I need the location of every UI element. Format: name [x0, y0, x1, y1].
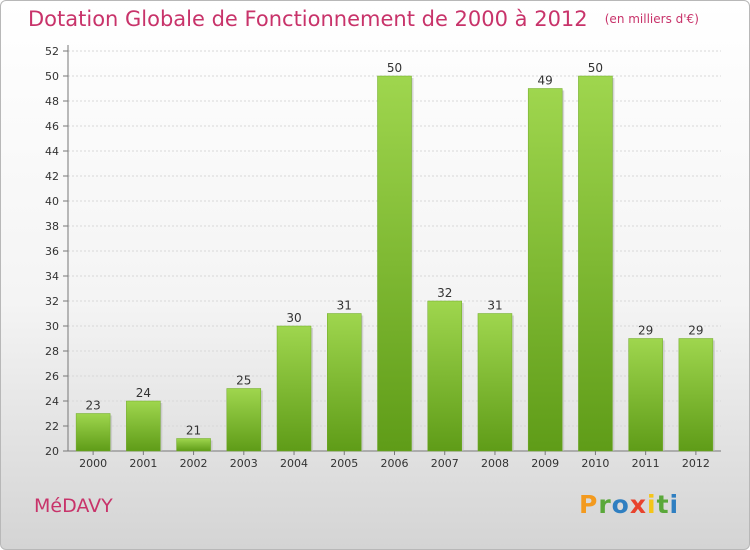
x-tick-label: 2007: [431, 457, 459, 470]
bar-value-label: 32: [437, 286, 452, 300]
chart-subtitle: (en milliers d'€): [604, 12, 699, 26]
bar-value-label: 24: [136, 386, 151, 400]
logo-letter: o: [611, 490, 630, 519]
bar: [678, 338, 714, 452]
bar-value-label: 50: [387, 61, 402, 75]
y-tick-label: 42: [45, 170, 59, 183]
bar: [276, 325, 312, 452]
x-tick-label: 2009: [531, 457, 559, 470]
logo-letter: i: [647, 490, 657, 519]
y-tick-label: 32: [45, 295, 59, 308]
x-tick-label: 2002: [180, 457, 208, 470]
bar: [477, 313, 513, 452]
proxiti-logo: Proxiti: [579, 490, 679, 519]
bar-value-label: 31: [487, 299, 502, 313]
y-tick-label: 28: [45, 345, 59, 358]
y-tick-label: 44: [45, 145, 59, 158]
y-tick-label: 52: [45, 45, 59, 58]
y-tick-label: 36: [45, 245, 59, 258]
bar-value-label: 31: [337, 299, 352, 313]
bar: [75, 413, 111, 452]
bar-value-label: 49: [538, 74, 553, 88]
y-tick-label: 48: [45, 95, 59, 108]
y-tick-label: 40: [45, 195, 59, 208]
bar: [327, 313, 362, 452]
y-tick-label: 50: [45, 70, 59, 83]
x-tick-label: 2010: [581, 457, 609, 470]
y-tick-label: 24: [45, 395, 59, 408]
y-tick-label: 30: [45, 320, 59, 333]
x-tick-labels: 2000 2001 2002 2003 2004 2005 2006 2007 2008 2009…: [79, 451, 710, 470]
bar-value-label: 23: [85, 399, 100, 413]
x-tick-label: 2003: [230, 457, 258, 470]
value-labels: 23 24 21 25 30 31 50 32 31 49 50 29 29: [85, 61, 703, 438]
bar: [628, 338, 663, 452]
commune-name: MéDAVY: [34, 495, 113, 517]
bar-value-label: 29: [688, 324, 703, 338]
logo-letter: x: [629, 490, 647, 519]
bar: [527, 88, 563, 452]
bar-value-label: 21: [186, 424, 201, 438]
title-row: Dotation Globale de Fonctionnement de 20…: [28, 7, 699, 31]
x-tick-label: 2012: [682, 457, 710, 470]
bar: [126, 400, 161, 452]
x-tick-label: 2005: [330, 457, 358, 470]
bar: [427, 300, 462, 452]
x-tick-label: 2000: [79, 457, 107, 470]
bar-value-label: 29: [638, 324, 653, 338]
logo-letter: r: [598, 490, 612, 519]
x-tick-label: 2004: [280, 457, 308, 470]
logo-letter: P: [579, 490, 599, 519]
bar: [226, 388, 262, 452]
bar: [578, 75, 613, 452]
bar-value-label: 25: [236, 374, 251, 388]
bar: [176, 438, 211, 452]
x-tick-label: 2006: [381, 457, 409, 470]
chart-title: Dotation Globale de Fonctionnement de 20…: [28, 7, 588, 31]
x-tick-label: 2011: [632, 457, 660, 470]
logo-letter: t: [656, 490, 670, 519]
bar-value-label: 50: [588, 61, 603, 75]
y-tick-labels: 20 22 24 26 28 30 32 34 36 38 40 42 44 46 48 50 52: [45, 45, 59, 458]
y-tick-label: 20: [45, 445, 59, 458]
logo-letter: i: [669, 490, 680, 519]
y-tick-label: 22: [45, 420, 59, 433]
bars: [75, 75, 715, 452]
y-tick-label: 26: [45, 370, 59, 383]
bar: [377, 75, 412, 452]
bar-value-label: 30: [286, 311, 301, 325]
x-tick-label: 2001: [129, 457, 157, 470]
x-tick-label: 2008: [481, 457, 509, 470]
y-tick-label: 46: [45, 120, 59, 133]
y-tick-label: 38: [45, 220, 59, 233]
y-tick-label: 34: [45, 270, 59, 283]
